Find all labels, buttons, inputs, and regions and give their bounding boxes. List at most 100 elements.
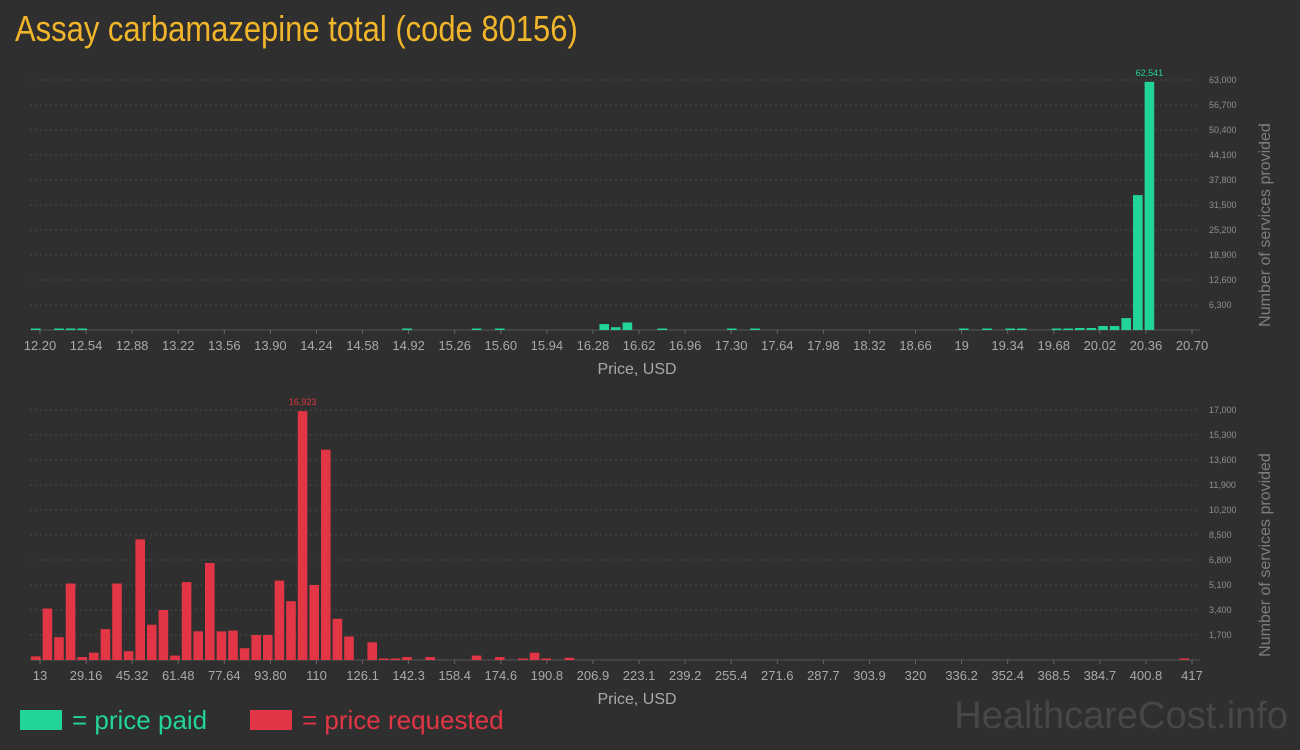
histogram-bar [379,658,389,660]
x-tick-label: 18.66 [899,338,932,353]
y-tick-label: 6,800 [1209,555,1232,565]
histogram-bar [518,658,528,660]
histogram-bar [1075,328,1085,330]
y-tick-label: 17,000 [1209,405,1237,415]
histogram-bar [170,655,180,660]
x-tick-label: 13.22 [162,338,195,353]
histogram-bar [297,411,308,660]
histogram-bar [390,658,401,660]
histogram-bar [147,624,157,660]
histogram-bar [611,327,621,330]
paid-histogram: 6,300 12,600 18,900 25,200 31,500 37,800 44,10… [24,68,1274,378]
legend-paid: = price paid [20,705,207,735]
histogram-bar [1133,195,1143,330]
histogram-bar [564,657,575,660]
histogram-bar [344,636,354,660]
histogram-bar [402,328,412,330]
x-tick-label: 223.1 [623,668,656,683]
y-tick-label: 50,400 [1209,125,1237,135]
histogram-bar [181,582,192,660]
histogram-bar [251,635,261,660]
x-tick-label: 368.5 [1037,668,1070,683]
histogram-bar [495,657,505,660]
histogram-bar [239,648,250,660]
histogram-bar [622,322,633,330]
y-tick-label: 1,700 [1209,630,1232,640]
y-tick-label: 15,300 [1209,430,1237,440]
histogram-bar [77,657,87,660]
histogram-bar [135,539,145,660]
x-tick-label: 158.4 [438,668,471,683]
histogram-bar [158,610,169,660]
histogram-bar [1109,326,1120,330]
histogram-bar [286,601,296,660]
x-axis-label: Price, USD [597,361,676,378]
x-tick-label: 13 [33,668,47,683]
x-tick-label: 16.28 [577,338,610,353]
y-tick-label: 37,800 [1209,175,1237,185]
histogram-bar [657,328,667,330]
histogram-bar [982,328,992,330]
histogram-bar [959,328,969,330]
histogram-bar [263,635,273,660]
y-tick-label: 63,000 [1209,75,1237,85]
histogram-bar [750,328,760,330]
y-tick-label: 8,500 [1209,530,1232,540]
x-tick-label: 239.2 [669,668,702,683]
histogram-bar [193,631,203,660]
histogram-bar [402,657,412,660]
histogram-bar [65,583,76,660]
y-axis-label: Number of services provided [1257,453,1274,657]
x-tick-label: 14.24 [300,338,333,353]
histogram-bar [1086,328,1097,330]
y-tick-label: 18,900 [1209,250,1237,260]
histogram-bar [89,652,99,660]
x-tick-label: 18.32 [853,338,886,353]
histogram-bar [54,328,64,330]
histogram-bar [205,562,215,660]
watermark: HealthcareCost.info [954,695,1288,737]
y-tick-label: 3,400 [1209,605,1232,615]
x-tick-label: 352.4 [991,668,1024,683]
histogram-bar [274,580,285,660]
x-tick-label: 12.88 [116,338,149,353]
histogram-bar [425,657,435,660]
legend-requested: = price requested [250,705,504,735]
x-tick-label: 303.9 [853,668,886,683]
histogram-bar [216,631,227,660]
x-tick-label: 126.1 [346,668,379,683]
x-tick-label: 20.36 [1130,338,1163,353]
x-tick-label: 17.64 [761,338,794,353]
x-tick-label: 190.8 [531,668,564,683]
y-tick-label: 44,100 [1209,150,1237,160]
histogram-bar [529,652,540,660]
y-tick-label: 56,700 [1209,100,1237,110]
histogram-bar [471,655,482,660]
x-tick-label: 17.98 [807,338,840,353]
histogram-bar [228,630,238,660]
histogram-bar [1121,318,1131,330]
x-tick-label: 400.8 [1130,668,1163,683]
requested-histogram: 1,700 3,400 5,100 6,800 8,500 10,200 11,900 13,… [30,397,1274,708]
x-tick-label: 255.4 [715,668,748,683]
x-tick-label: 20.02 [1084,338,1117,353]
y-tick-label: 13,600 [1209,455,1237,465]
x-tick-label: 110 [306,668,327,683]
x-tick-label: 417 [1181,668,1203,683]
x-tick-label: 384.7 [1084,668,1117,683]
histogram-bar [471,328,482,330]
x-tick-label: 15.60 [485,338,518,353]
histogram-bar [1179,658,1189,660]
y-tick-label: 25,200 [1209,225,1237,235]
histogram-bar [31,328,41,330]
histogram-bar [1098,326,1108,330]
y-axis-label: Number of services provided [1257,123,1274,327]
page-title: Assay carbamazepine total (code 80156) [15,8,578,49]
x-tick-label: 12.20 [24,338,57,353]
x-tick-label: 287.7 [807,668,840,683]
x-axis-label: Price, USD [597,691,676,708]
histogram-bar [42,608,53,660]
x-tick-label: 61.48 [162,668,195,683]
x-tick-label: 16.96 [669,338,702,353]
x-tick-label: 45.32 [116,668,149,683]
